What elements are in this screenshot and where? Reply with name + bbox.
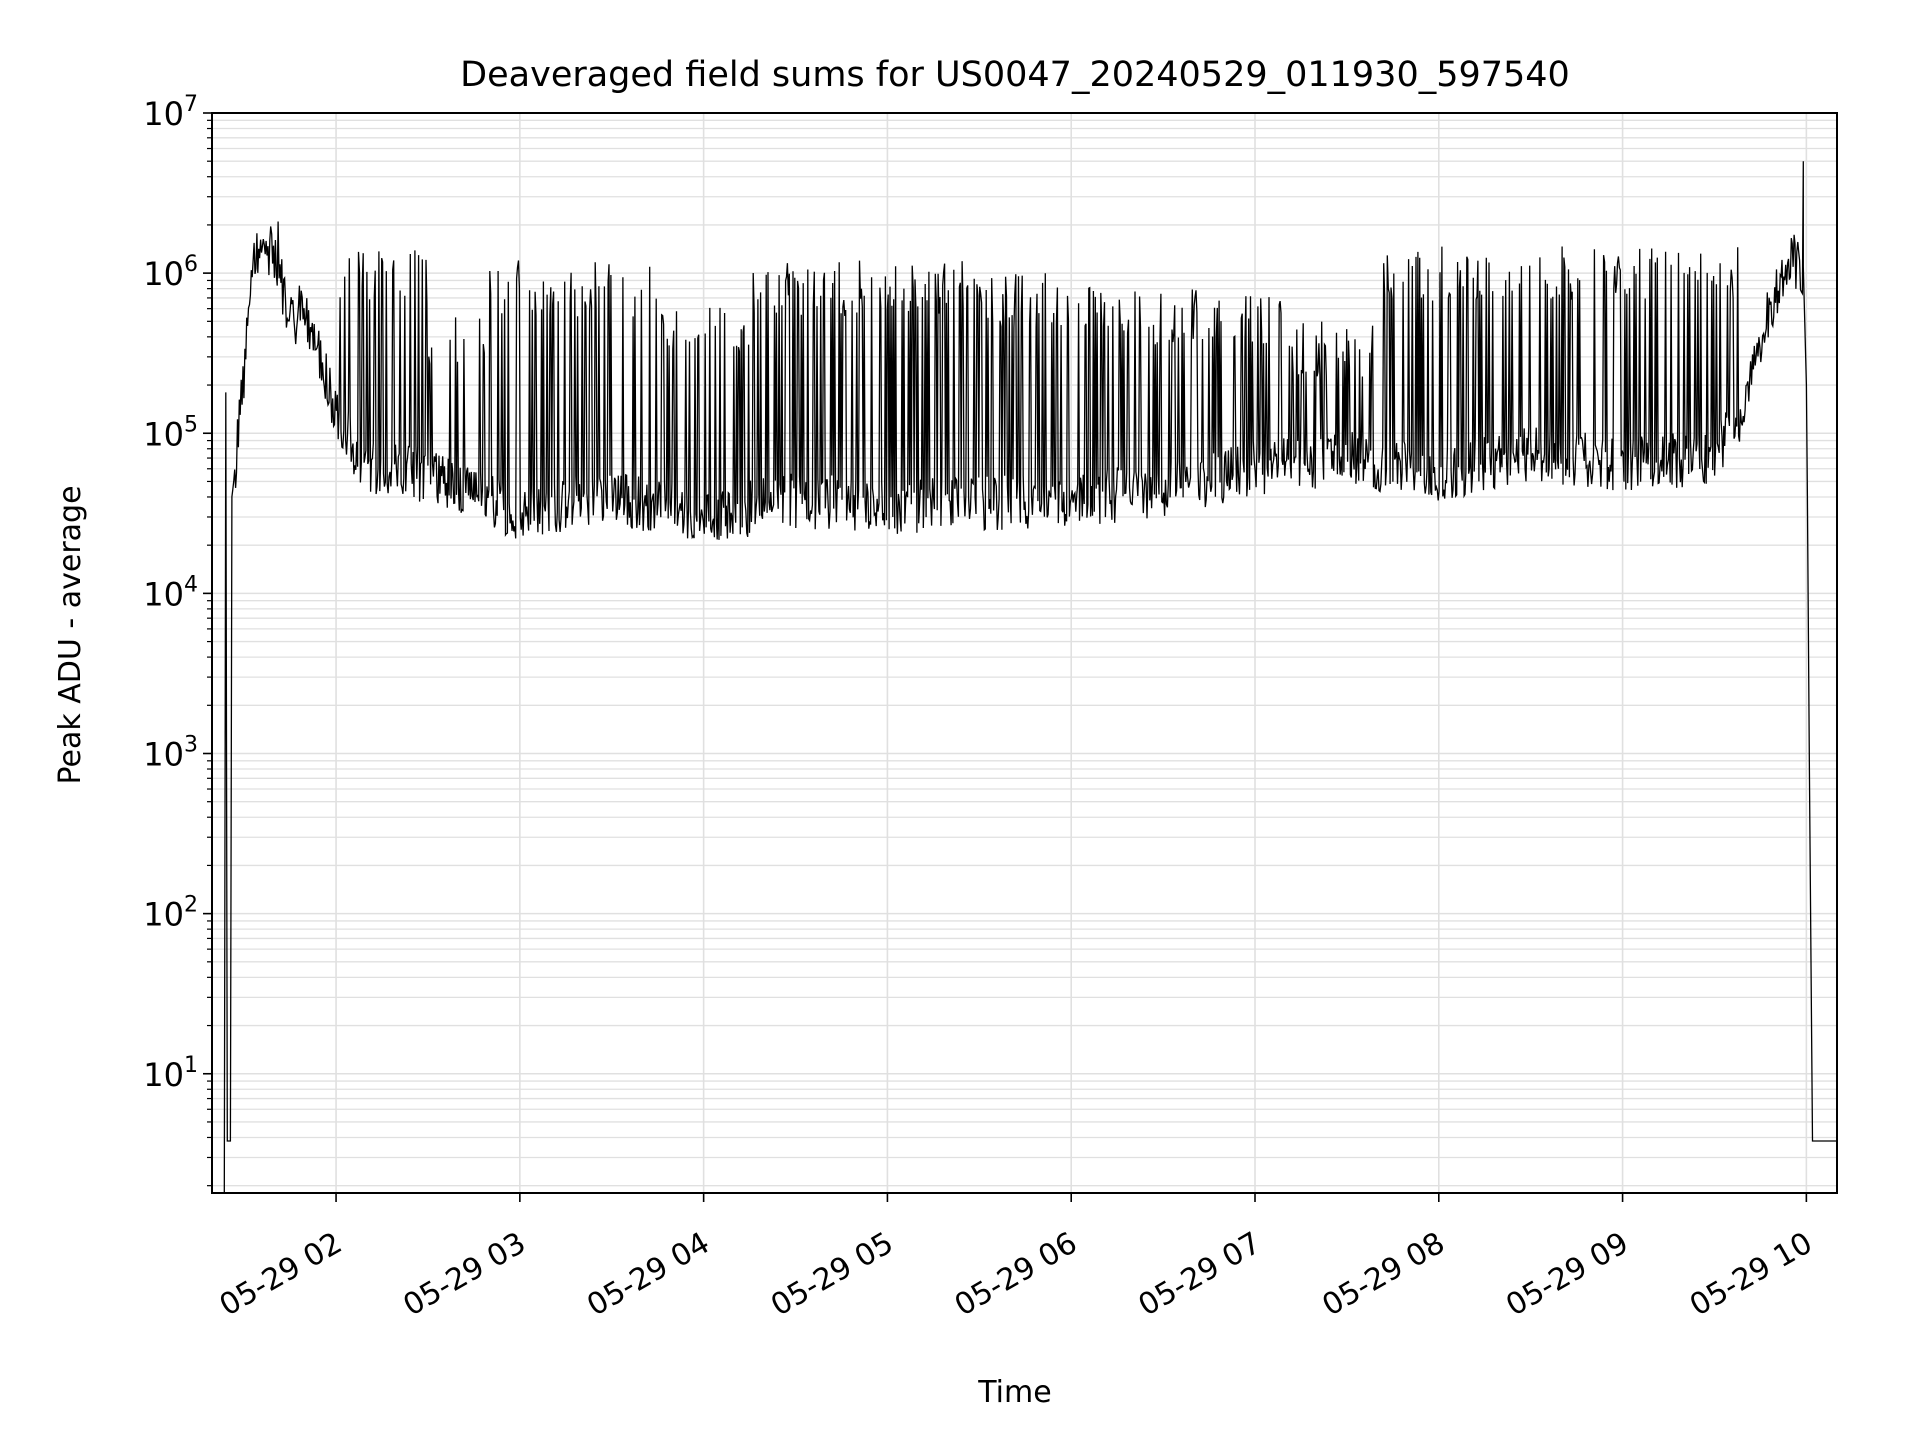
- series-line: [223, 161, 1837, 1194]
- grid: [212, 112, 1837, 1193]
- y-tick-label: 107: [143, 92, 198, 133]
- x-tick-label: 05-29 06: [949, 1226, 1083, 1324]
- y-tick-label: 102: [143, 893, 198, 934]
- y-tick-label: 106: [143, 252, 198, 293]
- y-axis-label: Peak ADU - average: [53, 485, 88, 784]
- x-tick-label: 05-29 10: [1684, 1226, 1818, 1324]
- axis-ticks: 101 102 103 104 105 106 107 05-29 02 05-29 03 05-…: [143, 92, 1818, 1323]
- x-tick-label: 05-29 03: [398, 1226, 532, 1324]
- plot-frame: [211, 112, 1838, 1194]
- x-tick-label: 05-29 09: [1500, 1226, 1634, 1324]
- peak-adu-series-path: [223, 161, 1837, 1194]
- y-tick-label: 105: [143, 412, 198, 453]
- y-tick-label: 103: [143, 733, 198, 774]
- x-tick-label: 05-29 05: [765, 1226, 899, 1324]
- x-axis-label: Time: [977, 1375, 1051, 1410]
- y-tick-label: 101: [143, 1053, 198, 1094]
- y-tick-label: 104: [143, 572, 198, 613]
- x-tick-label: 05-29 08: [1316, 1226, 1450, 1324]
- chart-title: Deaveraged field sums for US0047_2024052…: [460, 55, 1570, 95]
- x-tick-label: 05-29 07: [1133, 1226, 1267, 1324]
- x-tick-label: 05-29 02: [214, 1226, 348, 1324]
- x-tick-label: 05-29 04: [581, 1226, 715, 1324]
